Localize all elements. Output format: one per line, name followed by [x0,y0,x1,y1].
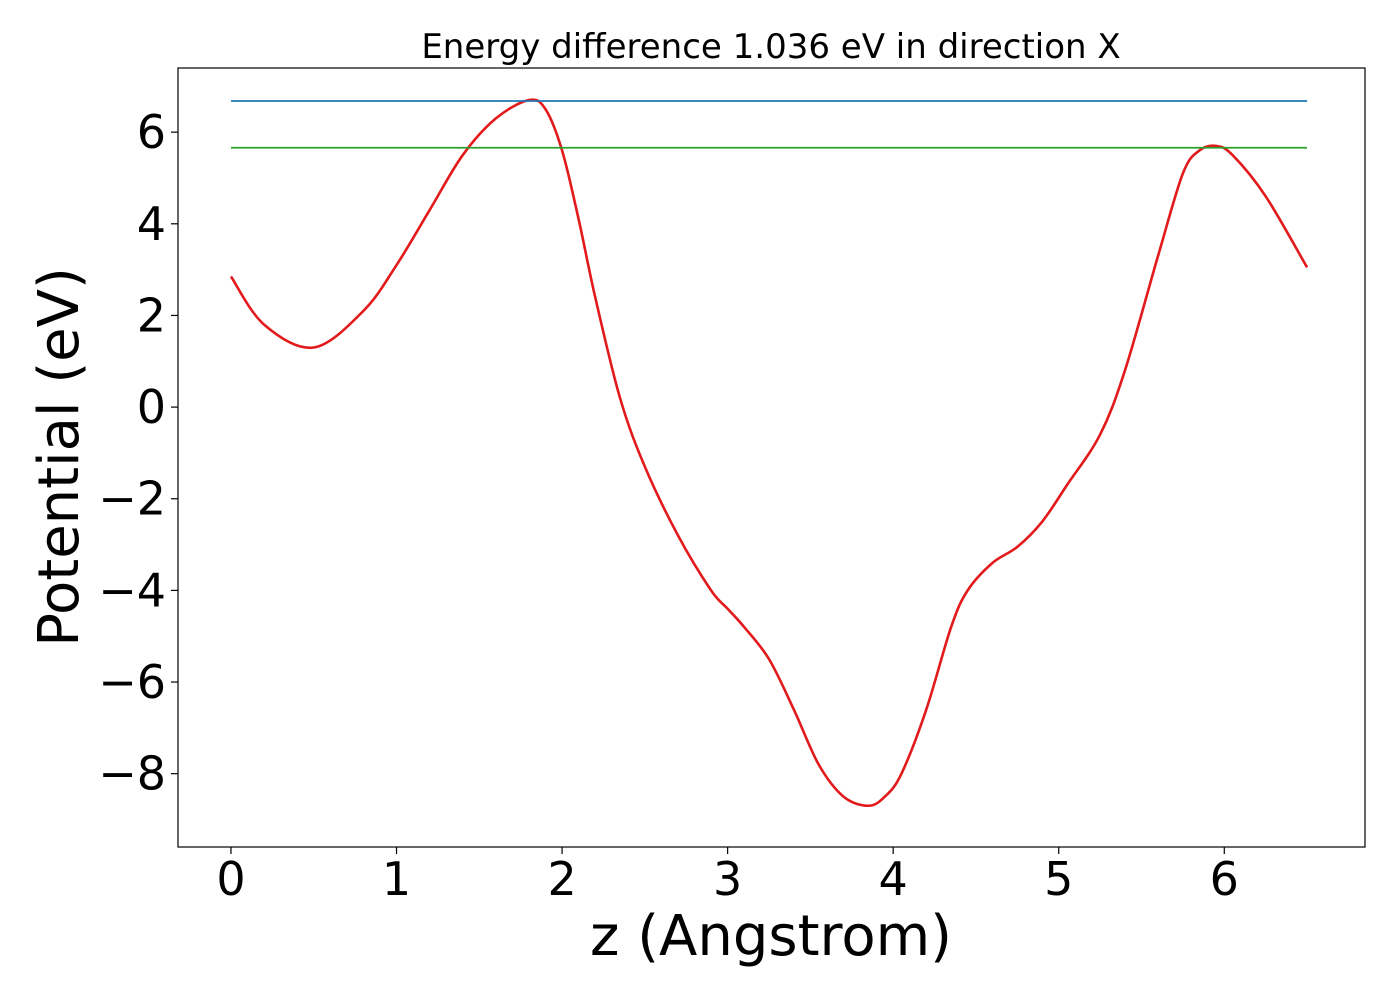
plot-area-frame [177,67,1366,848]
y-tick-label: 4 [137,197,166,251]
series-layer [229,98,1309,808]
x-axis-label: z (Angstrom) [590,904,952,969]
y-tick-label: 6 [137,105,166,159]
y-tick-label: 0 [137,380,166,434]
x-tick-label: 2 [547,852,576,906]
x-axis-ticks: 0 1 2 3 4 5 6 [216,847,1239,906]
x-tick-label: 0 [216,852,245,906]
y-tick-label: −8 [98,747,166,801]
x-tick-label: 5 [1044,852,1073,906]
y-tick-label: −4 [98,563,166,617]
x-tick-label: 1 [382,852,411,906]
y-tick-label: −2 [98,472,166,526]
x-tick-label: 4 [879,852,908,906]
x-tick-label: 3 [713,852,742,906]
y-axis-ticks: 6 4 2 0 −2 −4 −6 −8 [98,105,178,801]
y-tick-label: −6 [98,655,166,709]
y-tick-label: 2 [137,288,166,342]
chart-title: Energy difference 1.036 eV in direction … [421,27,1120,67]
x-tick-label: 6 [1210,852,1239,906]
y-axis-label: Potential (eV) [27,267,92,647]
potential-curve [229,98,1309,808]
